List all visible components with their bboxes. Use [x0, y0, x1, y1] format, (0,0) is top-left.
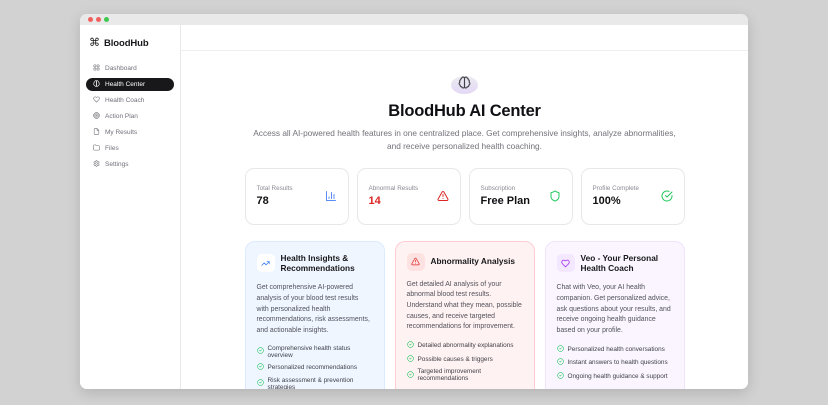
stats-row: Total Results 78 Abnormal Results 14 — [244, 167, 685, 225]
sidebar-item-files[interactable]: Files — [86, 142, 174, 155]
feature-cards-row: Health Insights & Recommendations Get co… — [244, 240, 685, 389]
traffic-light-close[interactable] — [88, 17, 93, 22]
bullet-item: Detailed abnormality explanations — [406, 341, 523, 350]
feature-bullets: Comprehensive health status overview Per… — [256, 344, 373, 389]
sidebar-item-dashboard[interactable]: Dashboard — [86, 62, 174, 75]
bullet-text: Personalized health conversations — [567, 345, 665, 353]
bullet-text: Possible causes & triggers — [417, 355, 493, 363]
command-icon: ⌘ — [89, 37, 100, 49]
bullet-item: Risk assessment & prevention strategies — [256, 376, 373, 389]
sidebar-item-label: Action Plan — [105, 113, 138, 120]
sidebar-item-action-plan[interactable]: Action Plan — [86, 110, 174, 123]
feature-title: Abnormality Analysis — [430, 256, 516, 267]
sidebar-item-label: Settings — [105, 161, 129, 168]
stat-value: 14 — [368, 195, 381, 208]
sidebar-item-label: Health Center — [105, 81, 146, 88]
feature-bullets: Detailed abnormality explanations Possib… — [406, 341, 523, 383]
window-titlebar — [80, 14, 748, 25]
alert-triangle-icon — [406, 252, 425, 271]
sidebar: ⌘ BloodHub Dashboard Health Center Heal — [80, 25, 181, 389]
sidebar-item-settings[interactable]: Settings — [86, 158, 174, 171]
page-subtitle: Access all AI-powered health features in… — [253, 128, 676, 152]
stat-value: Free Plan — [480, 195, 531, 208]
feature-card-veo-coach: Veo - Your Personal Health Coach Chat wi… — [544, 240, 685, 389]
check-circle-icon — [661, 190, 673, 202]
ai-center-page: BloodHub AI Center Access all AI-powered… — [244, 51, 685, 389]
target-icon — [93, 112, 100, 121]
check-circle-icon — [556, 358, 564, 367]
bullet-item: Personalized recommendations — [256, 363, 373, 372]
app-window: ⌘ BloodHub Dashboard Health Center Heal — [80, 14, 748, 389]
main-topbar — [181, 25, 748, 51]
stat-label: Subscription — [480, 185, 516, 193]
sidebar-item-my-results[interactable]: My Results — [86, 126, 174, 139]
feature-description: Get detailed AI analysis of your abnorma… — [406, 280, 522, 331]
trending-up-icon — [256, 254, 275, 273]
feature-description: Chat with Veo, your AI health companion.… — [556, 284, 671, 334]
sidebar-item-label: Files — [105, 145, 119, 152]
stat-card-total-results: Total Results 78 — [244, 167, 349, 225]
stat-value: 100% — [592, 195, 621, 208]
check-circle-icon — [256, 363, 264, 372]
app-logo: ⌘ BloodHub — [80, 31, 180, 62]
page-title: BloodHub AI Center — [388, 102, 541, 120]
stat-card-subscription: Subscription Free Plan — [468, 167, 573, 225]
feature-bullets: Personalized health conversations Instan… — [556, 344, 673, 381]
traffic-light-minimize[interactable] — [96, 17, 101, 22]
sidebar-item-label: Health Coach — [105, 97, 145, 104]
bullet-item: Possible causes & triggers — [406, 354, 523, 364]
stat-card-abnormal-results: Abnormal Results 14 — [356, 167, 461, 225]
file-icon — [93, 128, 100, 137]
main-area: BloodHub AI Center Access all AI-powered… — [181, 25, 748, 389]
bullet-text: Ongoing health guidance & support — [567, 372, 668, 380]
gear-icon — [93, 160, 100, 169]
bullet-text: Detailed abnormality explanations — [417, 342, 514, 350]
check-circle-icon — [256, 379, 264, 388]
grid-icon — [93, 64, 100, 73]
stat-label: Abnormal Results — [368, 185, 419, 193]
bullet-text: Personalized recommendations — [267, 364, 358, 372]
check-circle-icon — [556, 371, 564, 381]
stat-card-profile-complete: Profile Complete 100% — [580, 167, 685, 225]
bullet-text: Comprehensive health status overview — [267, 344, 351, 359]
bullet-item: Personalized health conversations — [556, 344, 673, 354]
hero-brain-badge — [451, 76, 478, 94]
check-circle-icon — [406, 341, 414, 350]
app-name: BloodHub — [104, 38, 149, 49]
traffic-light-maximize[interactable] — [104, 17, 109, 22]
folder-icon — [93, 144, 100, 153]
heart-icon — [93, 96, 100, 105]
stat-label: Total Results — [256, 185, 293, 193]
bullet-item: Ongoing health guidance & support — [556, 371, 673, 381]
bullet-text: Risk assessment & prevention strategies — [267, 376, 354, 389]
feature-title: Health Insights & Recommendations — [280, 252, 355, 274]
heart-icon — [556, 254, 575, 273]
check-circle-icon — [256, 347, 264, 356]
check-circle-icon — [406, 370, 414, 380]
alert-triangle-icon — [437, 190, 449, 202]
sidebar-item-health-center[interactable]: Health Center — [86, 78, 174, 91]
check-circle-icon — [556, 344, 564, 354]
sidebar-item-label: My Results — [105, 129, 138, 136]
stat-label: Profile Complete — [592, 185, 640, 193]
bullet-text: Instant answers to health questions — [567, 359, 668, 367]
sidebar-nav: Dashboard Health Center Health Coach Act… — [80, 62, 180, 171]
check-circle-icon — [406, 354, 414, 364]
feature-card-abnormality-analysis: Abnormality Analysis Get detailed AI ana… — [394, 240, 535, 389]
brain-icon — [93, 80, 100, 89]
shield-icon — [549, 190, 561, 202]
bullet-item: Comprehensive health status overview — [256, 344, 373, 359]
feature-card-health-insights: Health Insights & Recommendations Get co… — [244, 240, 385, 389]
feature-title: Veo - Your Personal Health Coach — [580, 252, 659, 274]
feature-description: Get comprehensive AI-powered analysis of… — [256, 284, 370, 334]
sidebar-item-label: Dashboard — [105, 65, 137, 72]
stat-value: 78 — [256, 195, 269, 208]
bullet-item: Instant answers to health questions — [556, 358, 673, 367]
bullet-item: Targeted improvement recommendations — [406, 368, 523, 383]
sidebar-item-health-coach[interactable]: Health Coach — [86, 94, 174, 107]
bullet-text: Targeted improvement recommendations — [417, 368, 482, 383]
bar-chart-icon — [325, 190, 337, 202]
brain-icon — [458, 76, 471, 94]
